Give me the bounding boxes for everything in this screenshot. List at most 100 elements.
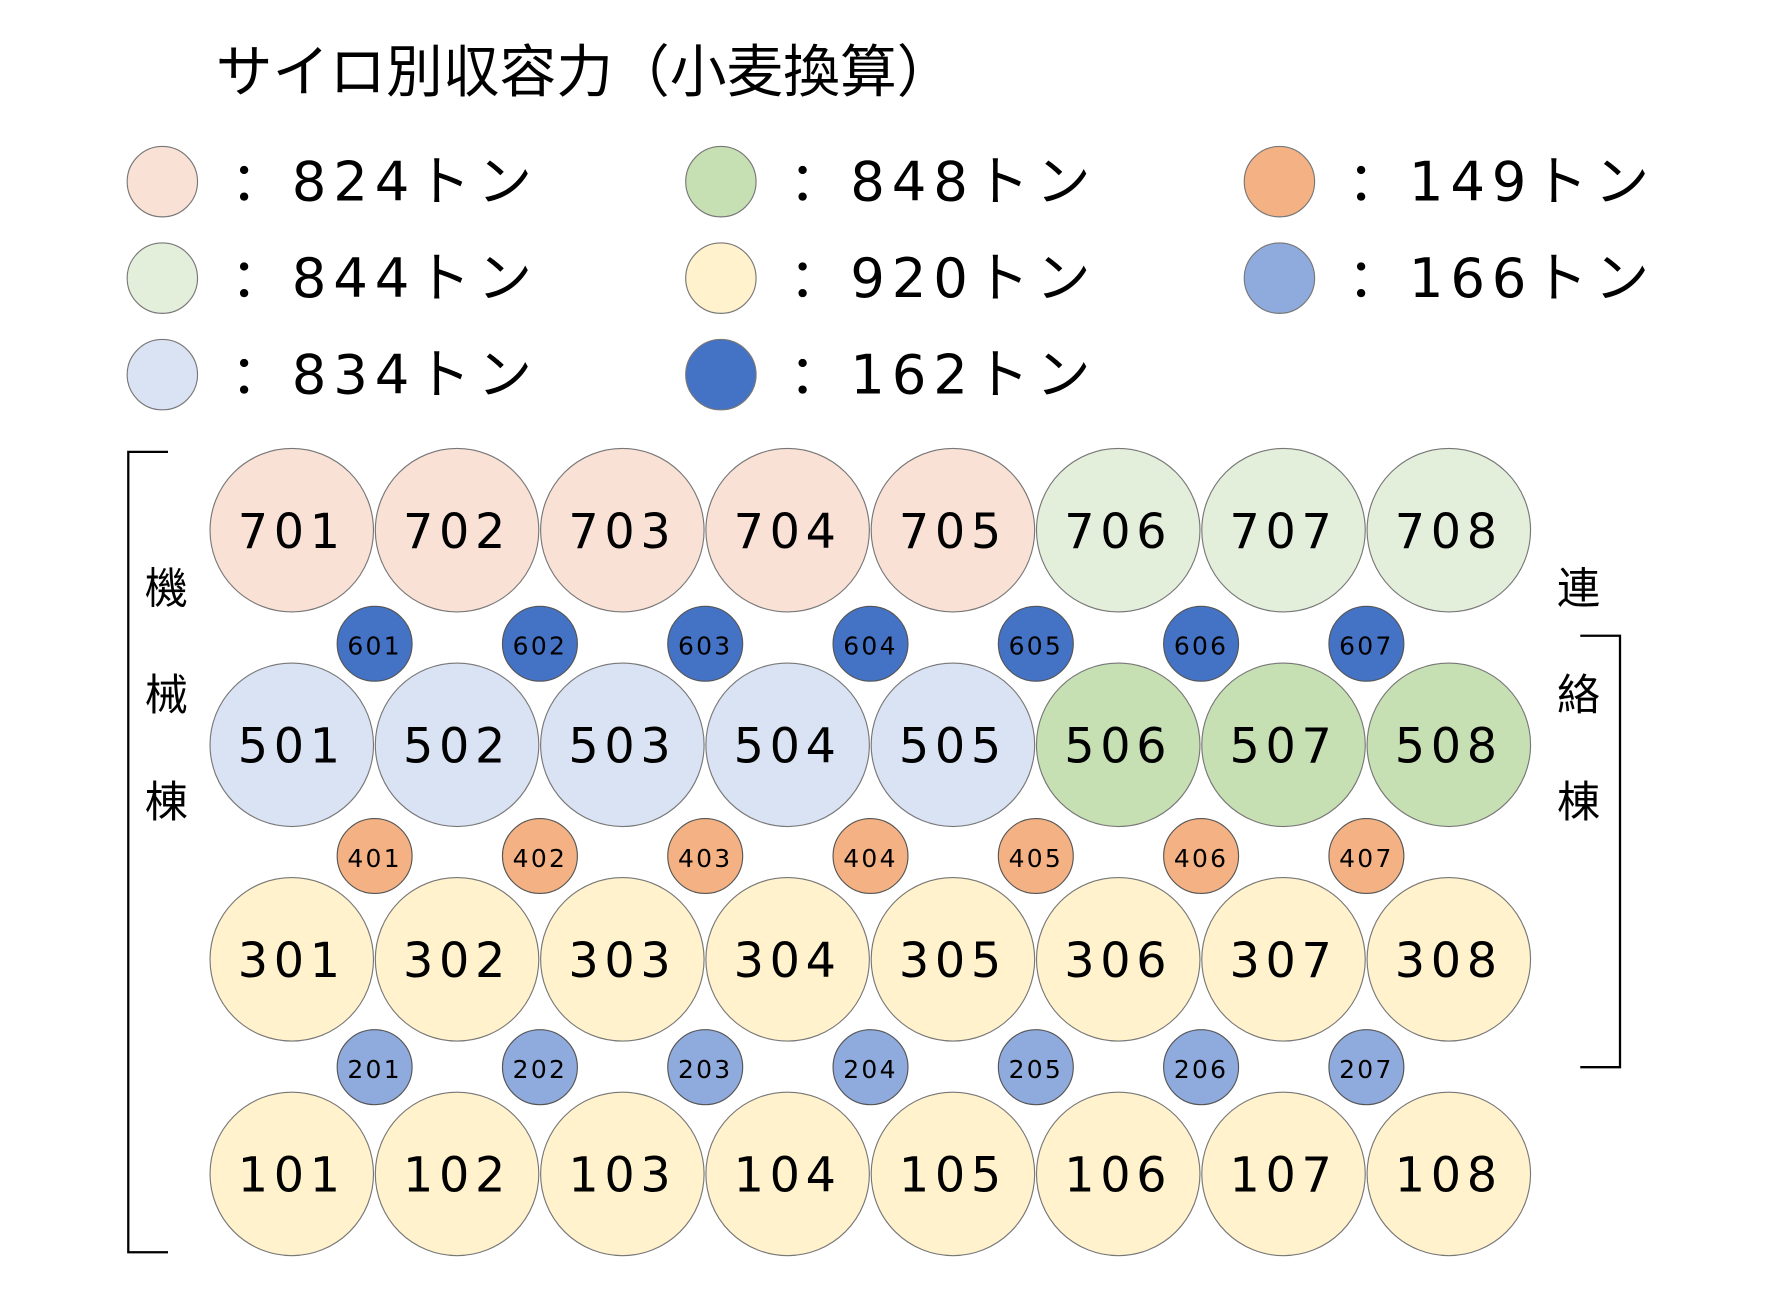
silo-label: 506 bbox=[1064, 720, 1172, 775]
silo-label: 101 bbox=[238, 1149, 346, 1204]
silo bbox=[1328, 1029, 1405, 1106]
silo bbox=[1163, 817, 1240, 895]
silo-label: 701 bbox=[238, 505, 346, 560]
silo bbox=[336, 817, 413, 895]
silo-label: 507 bbox=[1230, 720, 1338, 775]
silo bbox=[1035, 877, 1201, 1042]
silo bbox=[336, 605, 413, 682]
legend-swatch bbox=[685, 242, 757, 314]
silo bbox=[832, 817, 909, 895]
silo-label: 603 bbox=[678, 632, 732, 661]
silo bbox=[540, 1091, 705, 1257]
silo-label: 504 bbox=[734, 720, 842, 775]
silo bbox=[501, 605, 578, 682]
silo bbox=[1366, 662, 1532, 828]
silo-label: 501 bbox=[238, 720, 346, 775]
silo bbox=[667, 605, 744, 682]
silo bbox=[374, 877, 540, 1042]
silo bbox=[705, 662, 870, 828]
silo-label: 102 bbox=[403, 1149, 511, 1204]
silo bbox=[336, 1029, 413, 1106]
silo-label: 604 bbox=[843, 632, 897, 661]
silo-label: 605 bbox=[1009, 632, 1063, 661]
silo-label: 505 bbox=[899, 720, 1007, 775]
silo bbox=[501, 817, 578, 895]
silo bbox=[1366, 447, 1532, 613]
silo-label: 202 bbox=[513, 1055, 567, 1084]
legend-label: ：162トン bbox=[789, 343, 1097, 407]
silo bbox=[1035, 447, 1201, 613]
silo-label: 702 bbox=[403, 505, 511, 560]
legend-swatch bbox=[1243, 242, 1316, 314]
silo bbox=[870, 1091, 1036, 1257]
silo-label: 407 bbox=[1339, 844, 1393, 873]
legend-swatch bbox=[685, 145, 757, 218]
silo bbox=[997, 817, 1074, 895]
silo bbox=[1035, 1091, 1201, 1257]
silo-label: 508 bbox=[1395, 720, 1503, 775]
silo bbox=[705, 447, 870, 613]
silo-label: 301 bbox=[238, 934, 346, 989]
legend-label: ：166トン bbox=[1348, 246, 1656, 310]
silo bbox=[1201, 662, 1366, 828]
legend-swatch bbox=[685, 338, 757, 411]
silo-label: 106 bbox=[1064, 1149, 1172, 1204]
silo-label: 204 bbox=[843, 1055, 897, 1084]
silo bbox=[705, 1091, 870, 1257]
silo bbox=[997, 1029, 1074, 1106]
silo bbox=[374, 447, 540, 613]
silo bbox=[1328, 605, 1405, 682]
legend-swatch bbox=[1243, 145, 1316, 218]
silo-label: 401 bbox=[347, 844, 401, 873]
silo-label: 104 bbox=[734, 1149, 842, 1204]
silo bbox=[832, 1029, 909, 1106]
silo-label: 103 bbox=[568, 1149, 676, 1204]
silo-label: 307 bbox=[1230, 934, 1338, 989]
silo bbox=[870, 447, 1036, 613]
silo-label: 606 bbox=[1174, 632, 1228, 661]
silo bbox=[1163, 1029, 1240, 1106]
silo-label: 105 bbox=[899, 1149, 1007, 1204]
silo bbox=[209, 1091, 375, 1257]
silo bbox=[1163, 605, 1240, 682]
silo bbox=[870, 877, 1036, 1042]
legend-label: ：920トン bbox=[789, 246, 1097, 310]
legend-label: ：844トン bbox=[230, 246, 538, 310]
silo-label: 705 bbox=[899, 505, 1007, 560]
silo bbox=[540, 662, 705, 828]
silo-label: 601 bbox=[347, 632, 401, 661]
silo bbox=[667, 817, 744, 895]
silo bbox=[667, 1029, 744, 1106]
silo-label: 405 bbox=[1009, 844, 1063, 873]
silo-label: 303 bbox=[568, 934, 676, 989]
silo-label: 306 bbox=[1064, 934, 1172, 989]
silo bbox=[209, 447, 375, 613]
silo-label: 206 bbox=[1174, 1055, 1228, 1084]
silo-label: 406 bbox=[1174, 844, 1228, 873]
silo bbox=[1366, 877, 1532, 1042]
silo-label: 404 bbox=[843, 844, 897, 873]
silo bbox=[1328, 817, 1405, 895]
silo-label: 107 bbox=[1230, 1149, 1338, 1204]
silo-label: 205 bbox=[1009, 1055, 1063, 1084]
legend-swatch bbox=[126, 145, 199, 218]
silo-label: 502 bbox=[403, 720, 511, 775]
legend-label: ：834トン bbox=[230, 343, 538, 407]
legend-label: ：149トン bbox=[1348, 150, 1656, 214]
silo bbox=[209, 662, 375, 828]
silo-label: 308 bbox=[1395, 934, 1503, 989]
silo bbox=[1035, 662, 1201, 828]
building-label: 機械棟 bbox=[137, 565, 187, 885]
right-bracket bbox=[1580, 634, 1622, 1069]
silo-label: 602 bbox=[513, 632, 567, 661]
silo bbox=[832, 605, 909, 682]
building-label: 連絡棟 bbox=[1550, 565, 1600, 885]
silo-label: 305 bbox=[899, 934, 1007, 989]
silo bbox=[705, 877, 870, 1042]
silo bbox=[997, 605, 1074, 682]
silo-label: 302 bbox=[403, 934, 511, 989]
silo-label: 706 bbox=[1064, 505, 1172, 560]
silo bbox=[1201, 877, 1366, 1042]
legend-label: ：848トン bbox=[789, 150, 1097, 214]
